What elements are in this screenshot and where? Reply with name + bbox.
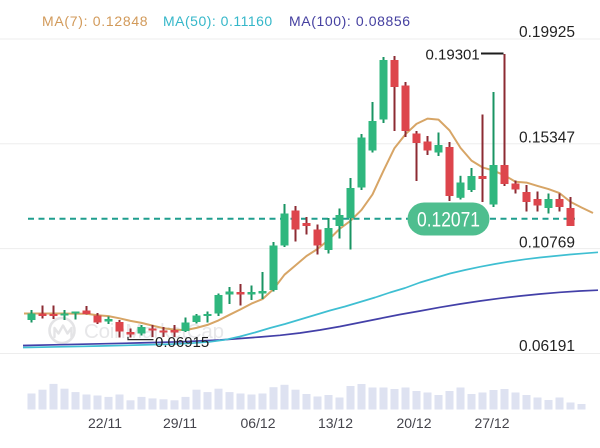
svg-text:0.06915: 0.06915 — [155, 334, 209, 351]
svg-text:MA(7): 0.12848: MA(7): 0.12848 — [42, 13, 148, 29]
svg-text:0.19925: 0.19925 — [519, 24, 575, 41]
svg-text:13/12: 13/12 — [318, 415, 353, 431]
svg-text:MA(50): 0.11160: MA(50): 0.11160 — [163, 13, 273, 29]
svg-text:20/12: 20/12 — [396, 415, 431, 431]
svg-text:0.19301: 0.19301 — [426, 47, 480, 64]
svg-text:0.15347: 0.15347 — [519, 130, 575, 147]
svg-text:27/12: 27/12 — [474, 415, 509, 431]
svg-text:0.10769: 0.10769 — [519, 235, 575, 252]
svg-text:06/12: 06/12 — [240, 415, 275, 431]
svg-text:29/11: 29/11 — [163, 415, 197, 431]
svg-text:MA(100): 0.08856: MA(100): 0.08856 — [289, 13, 411, 29]
svg-text:22/11: 22/11 — [88, 415, 122, 431]
svg-text:0.06191: 0.06191 — [519, 338, 575, 355]
svg-text:0.12071: 0.12071 — [417, 209, 480, 232]
